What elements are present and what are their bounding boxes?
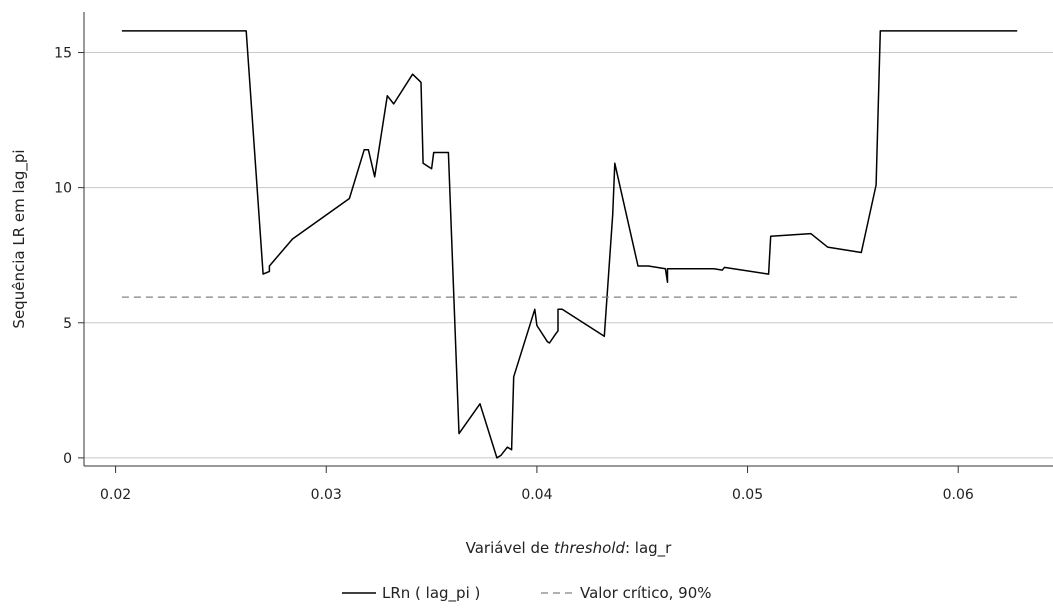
x-axis-label-italic: threshold [554,539,625,557]
x-tick-label: 0.02 [100,487,131,503]
y-tick-label: 0 [63,451,72,467]
x-axis-label: Variável de threshold: lag_r [466,539,673,558]
x-tick-label: 0.03 [311,487,342,503]
axes-layer: 0 5 10 15 0.02 0.03 0.04 0.05 0.06 [54,12,1053,503]
x-tick-label: 0.06 [943,487,974,503]
x-tick-label: 0.04 [521,487,552,503]
grid-layer [84,52,1053,459]
y-tick-label: 10 [54,181,72,197]
y-tick-label: 15 [54,46,72,62]
x-tick-label: 0.05 [732,487,763,503]
legend-label-1: LRn ( lag_pi ) [382,584,480,603]
y-axis-label: Sequência LR em lag_pi [10,149,29,328]
series-layer [121,30,1018,459]
y-tick-label: 5 [63,316,72,332]
x-axis-label-prefix: Variável de [466,539,554,557]
x-axis-label-suffix: : lag_r [625,539,672,558]
lr-sequence-line [121,30,1018,459]
legend-label-2: Valor crítico, 90% [580,584,712,602]
legend: LRn ( lag_pi ) Valor crítico, 90% [342,584,712,603]
